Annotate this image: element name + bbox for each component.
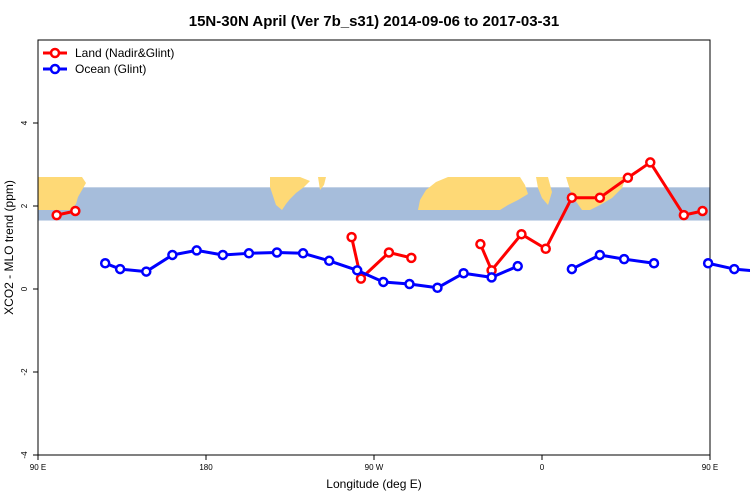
data-point [271, 247, 283, 258]
data-point [566, 263, 578, 275]
data-point [697, 205, 708, 217]
data-point [594, 249, 606, 261]
data-point [351, 265, 363, 276]
data-point [475, 238, 486, 250]
x-tick-label: 90 W [365, 463, 384, 472]
data-point [243, 248, 255, 259]
data-point [594, 192, 606, 203]
map-land-area [536, 177, 552, 205]
data-point [512, 260, 523, 272]
data-point [323, 255, 335, 267]
data-point [678, 209, 690, 221]
series-line [479, 160, 703, 272]
data-point [297, 248, 309, 259]
series-line [104, 248, 519, 290]
legend: Land (Nadir&Glint) Ocean (Glint) [43, 46, 174, 76]
data-point [540, 243, 551, 254]
data-point [622, 172, 634, 184]
y-axis-label: XCO2 - MLO trend (ppm) [2, 180, 16, 315]
map-land-area [566, 177, 626, 210]
data-point [486, 272, 497, 283]
y-tick-label: -2 [20, 368, 29, 376]
map-land-area [38, 177, 86, 210]
data-point [141, 266, 152, 277]
series-layer [51, 157, 750, 294]
plot-frame [37, 39, 711, 456]
data-point [516, 228, 527, 240]
map-land-area [318, 177, 326, 190]
y-tick-label: 0 [20, 286, 29, 291]
data-point [70, 205, 81, 217]
x-tick-label: 90 E [30, 463, 46, 472]
data-point [458, 267, 469, 279]
legend-swatch-marker [49, 63, 61, 75]
data-point [645, 157, 656, 168]
data-point [432, 282, 443, 294]
data-point [404, 278, 415, 290]
data-point [618, 253, 630, 265]
data-point [217, 249, 229, 261]
data-point [191, 245, 202, 256]
series-ocean [99, 245, 750, 294]
y-tick-label: -4 [20, 451, 29, 459]
data-point [648, 258, 660, 269]
legend-label: Land (Nadir&Glint) [75, 46, 174, 60]
data-point [51, 209, 62, 221]
series-line [707, 261, 750, 272]
series-land [51, 157, 708, 284]
data-point [383, 247, 395, 258]
legend-swatch-marker [49, 47, 61, 59]
data-point [729, 263, 740, 275]
series-line [350, 236, 412, 281]
x-tick-label: 90 E [702, 463, 718, 472]
legend-label: Ocean (Glint) [75, 62, 146, 76]
data-point [167, 249, 178, 261]
x-axis: 90 E 180 90 W 0 90 E [30, 455, 718, 472]
x-tick-label: 180 [199, 463, 213, 472]
data-point [406, 252, 417, 264]
data-point [99, 258, 111, 269]
world-map-band [38, 177, 710, 221]
x-axis-label: Longitude (deg E) [326, 477, 421, 491]
data-point [566, 192, 578, 203]
data-point [702, 258, 714, 269]
data-point [378, 276, 389, 288]
y-tick-label: 2 [20, 203, 29, 208]
data-point [346, 231, 357, 243]
y-tick-label: 4 [20, 120, 29, 125]
series-line [571, 253, 655, 271]
map-land-area [418, 177, 528, 210]
y-axis: -4 -2 0 2 4 [20, 120, 38, 459]
data-point [114, 263, 126, 275]
map-land-area [270, 177, 310, 210]
x-tick-label: 0 [540, 463, 545, 472]
chart-title: 15N-30N April (Ver 7b_s31) 2014-09-06 to… [189, 13, 559, 30]
data-point [355, 273, 367, 284]
